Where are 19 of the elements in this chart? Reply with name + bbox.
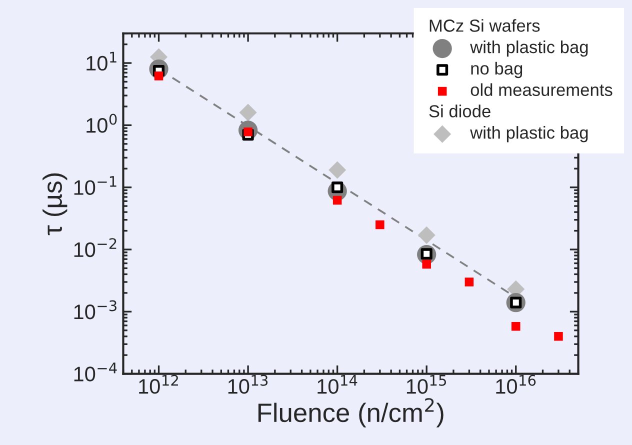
x-tick-label: 10$^{13}$ [228, 374, 268, 394]
x-axis-title: Fluence (n/cm$^{2}$) [258, 398, 444, 428]
x-tick-label: 10$^{14}$ [318, 375, 358, 394]
legend-label: with plastic bag [470, 40, 588, 57]
y-tick-label: 10$^{−1}$ [74, 176, 116, 195]
y-tick-label: 10$^{−4}$ [74, 362, 117, 382]
y-tick-label: 10$^{−3}$ [74, 300, 116, 320]
y-axis-title: τ (µs) [42, 173, 68, 236]
y-tick-label: 10$^{−2}$ [74, 238, 116, 258]
text: MCz Si wafers [430, 19, 540, 32]
legend-label: no bag [471, 62, 522, 78]
legend-label: old measurements [470, 83, 612, 96]
legend-label: with plastic bag [470, 126, 588, 142]
x-tick-label: 10$^{16}$ [496, 374, 536, 394]
y-tick-label: 10$^{1}$ [86, 52, 116, 71]
x-tick-label: 10$^{12}$ [139, 374, 178, 394]
x-tick-label: 10$^{15}$ [406, 375, 446, 394]
y-tick-label: 10$^{0}$ [86, 114, 117, 133]
annotation: Si diode [429, 104, 490, 118]
